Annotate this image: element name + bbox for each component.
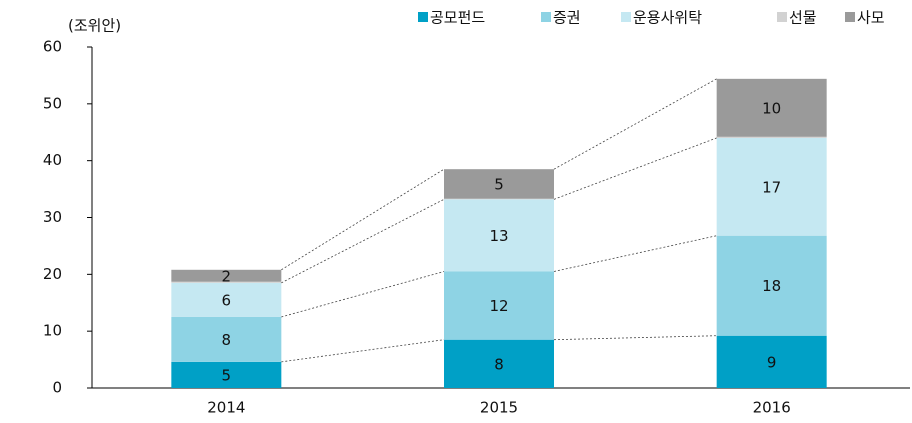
bar-segment bbox=[171, 361, 282, 388]
bar-segment bbox=[171, 281, 282, 283]
legend-label: 선물 bbox=[789, 9, 817, 27]
y-tick-label: 30 bbox=[43, 208, 62, 226]
data-label: 8 bbox=[494, 355, 504, 373]
y-tick-label: 60 bbox=[43, 38, 62, 56]
connector bbox=[553, 235, 717, 272]
data-label: 10 bbox=[762, 99, 781, 117]
connector bbox=[553, 335, 717, 341]
legend-label: 공모펀드 bbox=[430, 9, 485, 27]
legend-swatch bbox=[777, 12, 787, 22]
bar-segment bbox=[716, 137, 827, 236]
bar-segment bbox=[444, 198, 554, 200]
legend-swatch bbox=[541, 12, 551, 22]
bar-segment bbox=[716, 78, 827, 137]
data-label: 17 bbox=[762, 178, 781, 196]
data-label: 12 bbox=[489, 297, 508, 315]
y-tick-label: 20 bbox=[43, 265, 62, 283]
legend-swatch bbox=[845, 12, 855, 22]
bar-segment bbox=[444, 169, 554, 199]
data-label: 18 bbox=[762, 277, 781, 295]
legend-label: 운용사위탁 bbox=[633, 9, 702, 27]
legend-swatch bbox=[621, 12, 631, 22]
connector bbox=[281, 271, 445, 318]
y-tick-label: 40 bbox=[43, 151, 62, 169]
bar-segment bbox=[171, 269, 282, 282]
connector bbox=[553, 137, 717, 200]
bar-segment bbox=[716, 136, 827, 138]
x-tick-label: 2015 bbox=[480, 399, 518, 417]
legend-swatch bbox=[418, 12, 428, 22]
unit-label: (조위안) bbox=[68, 17, 121, 35]
legend-label: 증권 bbox=[553, 9, 581, 27]
data-label: 5 bbox=[222, 366, 232, 384]
data-label: 6 bbox=[222, 291, 232, 309]
data-label: 8 bbox=[222, 331, 232, 349]
bar-segment bbox=[444, 271, 554, 340]
data-label: 2 bbox=[222, 267, 232, 285]
connector bbox=[281, 198, 445, 284]
bar-segment bbox=[716, 235, 827, 336]
connector bbox=[281, 168, 445, 271]
y-tick-label: 0 bbox=[52, 379, 62, 397]
data-label: 9 bbox=[767, 353, 777, 371]
bar-segment bbox=[444, 199, 554, 272]
bar-segment bbox=[171, 282, 282, 317]
bar-segment bbox=[716, 335, 827, 388]
connector bbox=[553, 78, 717, 170]
y-tick-label: 10 bbox=[43, 322, 62, 340]
data-label: 5 bbox=[494, 175, 504, 193]
bar-segment bbox=[444, 339, 554, 388]
connector bbox=[281, 339, 445, 363]
y-tick-label: 50 bbox=[43, 94, 62, 112]
legend-label: 사모 bbox=[857, 9, 885, 27]
bar-segment bbox=[171, 316, 282, 362]
data-label: 13 bbox=[489, 227, 508, 245]
x-tick-label: 2016 bbox=[753, 399, 791, 417]
x-tick-label: 2014 bbox=[207, 399, 245, 417]
